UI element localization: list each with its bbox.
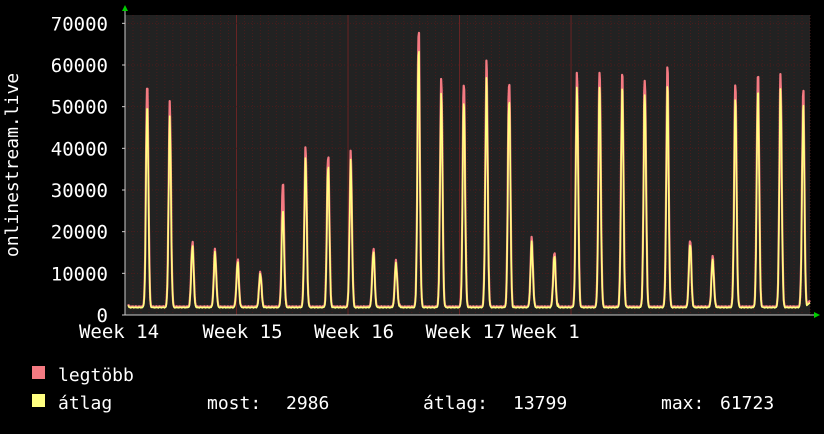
stat-now-label: most: — [207, 393, 261, 414]
y-tick-label: 70000 — [51, 13, 108, 35]
x-axis-arrow — [814, 312, 820, 318]
y-tick-label: 0 — [97, 305, 108, 327]
stat-max-label: max: — [661, 393, 704, 414]
y-tick-label: 40000 — [51, 138, 108, 160]
y-tick-label: 50000 — [51, 97, 108, 119]
legend-swatch-avg — [32, 394, 45, 407]
x-tick-label: Week 14 — [79, 321, 159, 343]
series-line-avg — [127, 50, 811, 309]
x-tick-label: Week 1 — [511, 321, 580, 343]
y-tick-label: 60000 — [51, 55, 108, 77]
x-tick-label: Week 17 — [425, 321, 505, 343]
y-tick-label: 20000 — [51, 222, 108, 244]
stat-avg-label: átlag: — [423, 393, 488, 414]
x-tick-labels: Week 14 Week 15 Week 16 Week 17 Week 1 — [79, 321, 580, 343]
stat-max-value: 61723 — [720, 393, 774, 414]
stat-avg-value: 13799 — [513, 393, 567, 414]
series-layer — [127, 31, 811, 309]
legend-swatch-max — [32, 366, 45, 379]
axes — [122, 5, 820, 318]
vertical-grid — [124, 15, 811, 315]
y-tick-labels: 0 10000 20000 30000 40000 50000 60000 70000 — [51, 13, 125, 327]
y-tick-label: 30000 — [51, 180, 108, 202]
legend-label-max: legtöbb — [58, 365, 134, 386]
x-tick-label: Week 15 — [202, 321, 282, 343]
y-tick-label: 10000 — [51, 263, 108, 285]
stat-now-value: 2986 — [286, 393, 329, 414]
y-axis-label: onlinestream.live — [2, 73, 23, 257]
legend: legtöbb átlag most: 2986 átlag: 13799 ma… — [32, 365, 774, 414]
legend-label-avg: átlag — [58, 393, 112, 414]
x-tick-label: Week 16 — [314, 321, 394, 343]
y-axis-arrow — [122, 5, 128, 11]
